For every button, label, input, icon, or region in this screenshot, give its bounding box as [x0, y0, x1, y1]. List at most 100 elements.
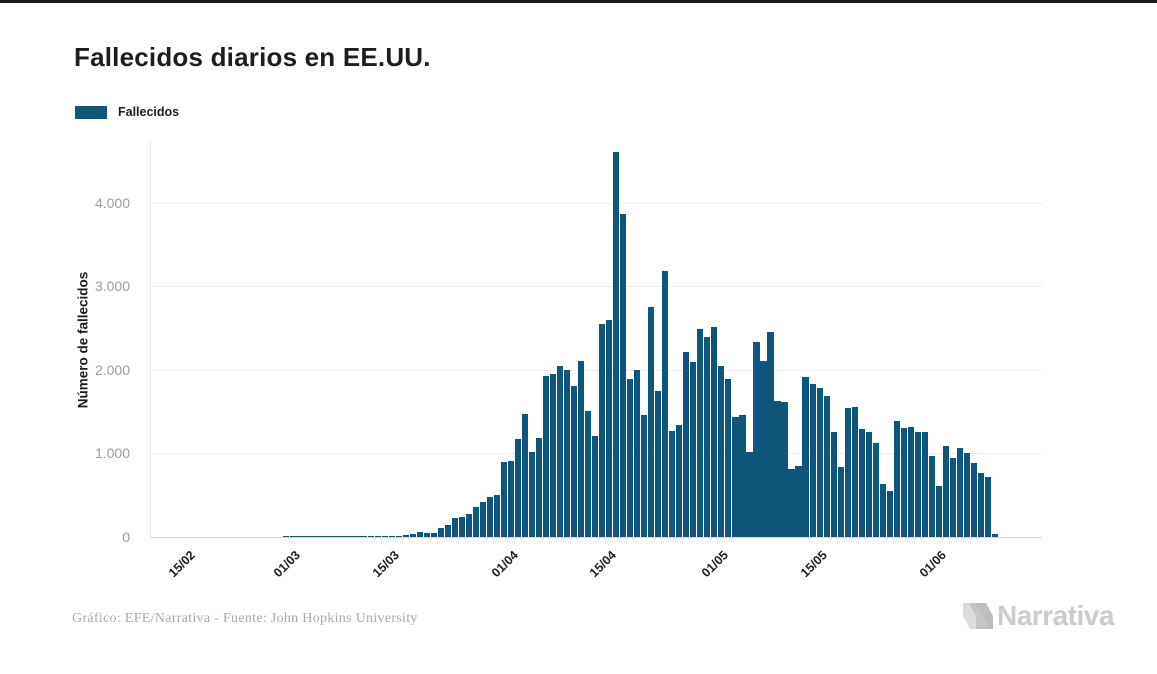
- bar: [437, 527, 444, 537]
- x-tick-label: 15/03: [369, 548, 402, 581]
- y-tick-label: 3.000: [94, 278, 130, 295]
- bar: [732, 417, 739, 537]
- credit-line: Gráfico: EFE/Narrativa - Fuente: John Ho…: [72, 611, 418, 626]
- bar: [592, 436, 599, 537]
- bar: [472, 507, 479, 537]
- bar: [879, 483, 886, 537]
- bar: [360, 536, 367, 537]
- bar: [584, 410, 592, 537]
- x-tick-label: 15/04: [587, 548, 620, 581]
- bar: [570, 386, 578, 537]
- bar: [823, 396, 830, 537]
- bar: [325, 536, 332, 537]
- bar: [500, 462, 507, 537]
- bar: [718, 366, 725, 537]
- bar: [395, 535, 402, 537]
- x-tick-label: 01/03: [271, 548, 304, 581]
- bar: [290, 536, 297, 537]
- bar: [430, 533, 437, 537]
- bar: [683, 352, 690, 537]
- bar: [781, 401, 788, 537]
- bar: [374, 536, 381, 537]
- bar: [725, 378, 732, 537]
- bar: [844, 408, 851, 537]
- bar: [795, 465, 802, 537]
- y-axis-line: [150, 140, 151, 538]
- bar: [346, 536, 353, 537]
- bar: [921, 432, 928, 537]
- gridline-2000: [150, 369, 1042, 371]
- legend: Fallecidos: [75, 105, 179, 119]
- x-tick-label: 15/02: [166, 548, 199, 581]
- bar: [528, 452, 536, 537]
- bar: [535, 437, 543, 537]
- bar: [402, 534, 409, 537]
- bar: [451, 518, 458, 537]
- bar: [676, 424, 683, 537]
- bar: [963, 452, 971, 537]
- bar: [465, 514, 472, 537]
- bar: [514, 439, 522, 537]
- narrativa-logo: Narrativa: [963, 600, 1114, 632]
- bar: [928, 456, 935, 537]
- bar: [893, 420, 900, 537]
- bar: [830, 431, 837, 537]
- bar: [353, 536, 360, 537]
- bar: [851, 406, 858, 537]
- bar: [549, 373, 557, 537]
- bar: [304, 536, 311, 537]
- bar: [739, 414, 746, 537]
- bar: [942, 445, 949, 537]
- narrativa-logo-icon: [963, 603, 993, 629]
- legend-swatch: [75, 105, 107, 119]
- bar: [774, 400, 781, 537]
- bar: [381, 536, 388, 537]
- bar: [613, 152, 620, 537]
- bar: [816, 388, 823, 537]
- y-tick-label: 0: [122, 529, 130, 545]
- bar: [991, 534, 999, 537]
- bar: [563, 370, 571, 537]
- bar: [606, 320, 613, 537]
- bar: [521, 414, 529, 537]
- y-tick-label: 1.000: [94, 445, 130, 462]
- bar: [655, 390, 662, 537]
- bar: [662, 271, 669, 537]
- y-tick-label: 4.000: [94, 194, 130, 211]
- bar: [802, 377, 809, 537]
- bar: [409, 533, 416, 537]
- bar: [507, 461, 514, 537]
- bar: [648, 307, 655, 537]
- plot-area: [150, 140, 1042, 538]
- bar: [641, 415, 648, 537]
- bar: [837, 467, 844, 537]
- bar: [493, 495, 500, 537]
- bar: [332, 536, 339, 537]
- bar: [627, 378, 634, 537]
- bar: [767, 332, 774, 537]
- bar: [669, 430, 676, 537]
- bar: [886, 491, 893, 537]
- bar: [907, 427, 914, 537]
- bar: [458, 516, 465, 537]
- gridline-3000: [150, 286, 1042, 288]
- bar: [984, 476, 992, 537]
- bar: [949, 458, 956, 537]
- bar: [318, 536, 325, 537]
- bar: [620, 214, 627, 537]
- bar: [711, 327, 718, 537]
- bar: [697, 328, 704, 537]
- x-tick-label: 01/04: [488, 548, 521, 581]
- bar: [760, 361, 767, 537]
- bar: [283, 536, 290, 537]
- x-tick-label: 01/06: [916, 548, 949, 581]
- bar: [914, 431, 921, 537]
- bar: [872, 442, 879, 537]
- chart-title: Fallecidos diarios en EE.UU.: [74, 42, 431, 72]
- bar: [690, 362, 697, 537]
- bar: [339, 536, 346, 537]
- bar: [977, 473, 985, 537]
- bar: [486, 497, 493, 537]
- bar: [577, 361, 585, 537]
- bar: [297, 536, 304, 537]
